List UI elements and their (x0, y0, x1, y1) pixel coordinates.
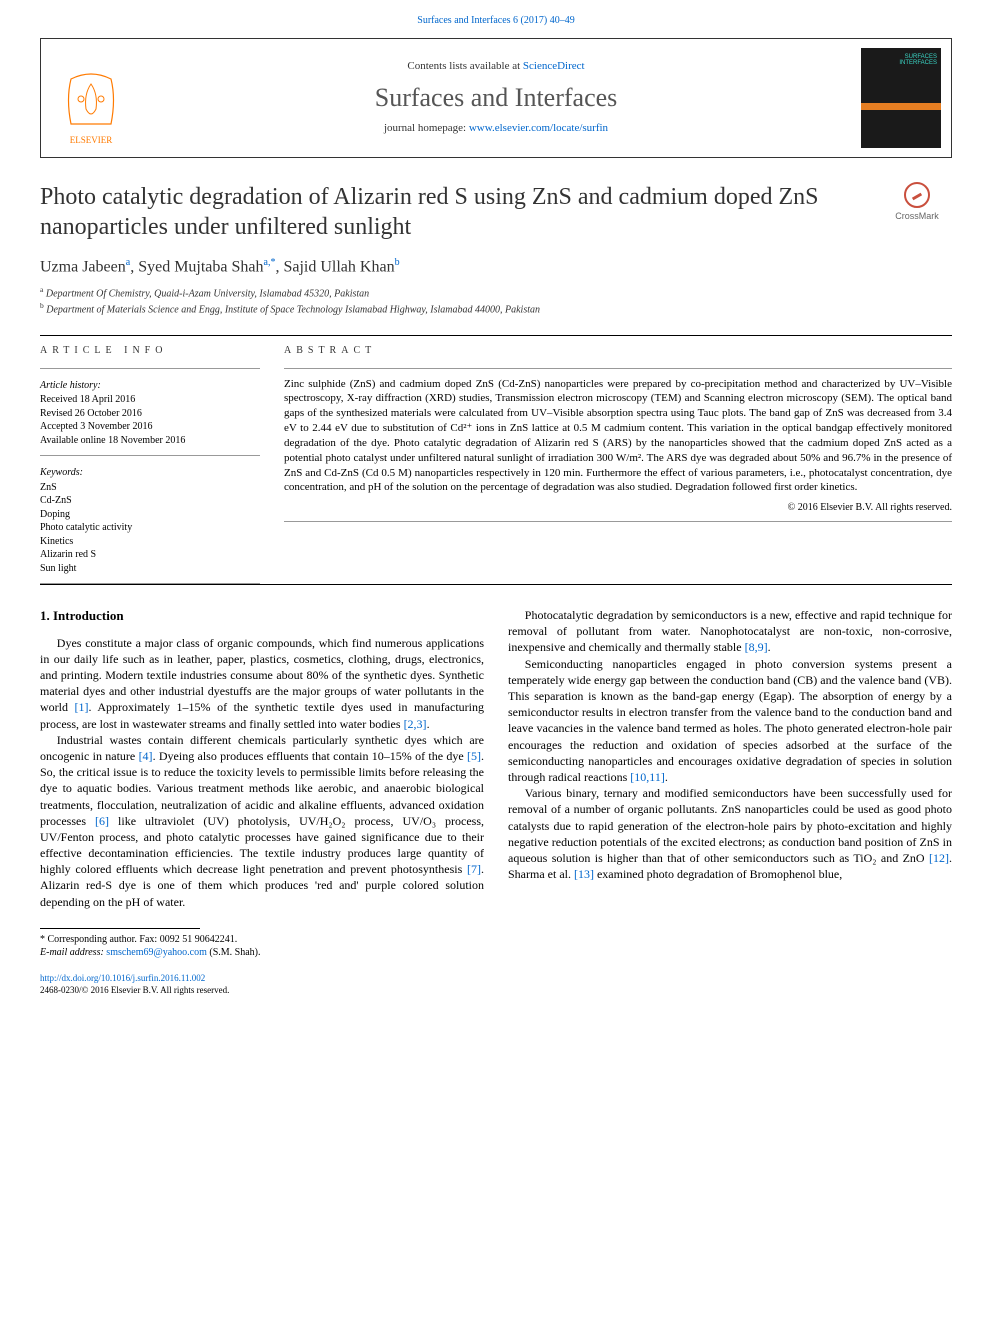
citation-link[interactable]: [12] (929, 851, 949, 865)
history-item: Revised 26 October 2016 (40, 407, 260, 421)
homepage-link[interactable]: www.elsevier.com/locate/surfin (469, 122, 608, 134)
masthead-center: Contents lists available at ScienceDirec… (141, 39, 851, 157)
crossmark-label: CrossMark (895, 211, 939, 221)
doi-link[interactable]: http://dx.doi.org/10.1016/j.surfin.2016.… (40, 973, 205, 983)
email-label: E-mail address: (40, 947, 106, 958)
divider (40, 455, 260, 456)
homepage-line: journal homepage: www.elsevier.com/locat… (141, 121, 851, 136)
article-body: 1. Introduction Dyes constitute a major … (40, 607, 952, 910)
keyword: Photo catalytic activity (40, 521, 260, 535)
homepage-prefix: journal homepage: (384, 122, 469, 134)
divider (284, 521, 952, 522)
elsevier-logo: ELSEVIER (56, 69, 126, 149)
authors: Uzma Jabeena, Syed Mujtaba Shaha,*, Saji… (40, 256, 952, 278)
affiliation-b: b Department of Materials Science and En… (40, 301, 952, 317)
keyword: ZnS (40, 481, 260, 495)
citation-link[interactable]: [6] (95, 814, 109, 828)
history-list: Received 18 April 2016 Revised 26 Octobe… (40, 393, 260, 447)
citation-link[interactable]: [1] (75, 700, 89, 714)
divider (284, 368, 952, 369)
abstract-heading: ABSTRACT (284, 344, 952, 358)
citation-link[interactable]: [10,11] (630, 770, 665, 784)
keyword: Alizarin red S (40, 548, 260, 562)
divider (40, 583, 260, 584)
copyright: © 2016 Elsevier B.V. All rights reserved… (284, 501, 952, 515)
citation-link[interactable]: [7] (467, 862, 481, 876)
sciencedirect-link[interactable]: ScienceDirect (523, 60, 585, 72)
contents-prefix: Contents lists available at (407, 60, 522, 72)
paragraph: Semiconducting nanoparticles engaged in … (508, 656, 952, 786)
crossmark-badge[interactable]: CrossMark (882, 182, 952, 222)
contents-line: Contents lists available at ScienceDirec… (141, 59, 851, 74)
citation-link[interactable]: [2,3] (404, 717, 427, 731)
citation-link[interactable]: [5] (467, 749, 481, 763)
keywords-heading: Keywords: (40, 466, 260, 480)
abstract-text: Zinc sulphide (ZnS) and cadmium doped Zn… (284, 377, 952, 496)
running-head: Surfaces and Interfaces 6 (2017) 40–49 (0, 0, 992, 38)
affiliations: a Department Of Chemistry, Quaid-i-Azam … (40, 285, 952, 317)
article-title: Photo catalytic degradation of Alizarin … (40, 182, 882, 242)
cover-thumb-wrap (851, 39, 951, 157)
history-heading: Article history: (40, 379, 260, 393)
history-item: Accepted 3 November 2016 (40, 420, 260, 434)
paragraph: Photocatalytic degradation by semiconduc… (508, 607, 952, 656)
affiliation-a: a Department Of Chemistry, Quaid-i-Azam … (40, 285, 952, 301)
corresponding-author: * Corresponding author. Fax: 0092 51 906… (40, 933, 952, 947)
citation-link[interactable]: [8,9] (745, 640, 768, 654)
citation-link[interactable]: [13] (574, 867, 594, 881)
article-info-heading: ARTICLE INFO (40, 344, 260, 358)
crossmark-icon (904, 182, 930, 208)
svg-text:ELSEVIER: ELSEVIER (70, 135, 113, 145)
journal-masthead: ELSEVIER Contents lists available at Sci… (40, 38, 952, 158)
paragraph: Industrial wastes contain different chem… (40, 732, 484, 910)
paragraph: Dyes constitute a major class of organic… (40, 635, 484, 732)
issn-line: 2468-0230/© 2016 Elsevier B.V. All right… (40, 985, 229, 995)
email-suffix: (S.M. Shah). (207, 947, 261, 958)
divider (40, 928, 200, 929)
section-heading: 1. Introduction (40, 607, 484, 625)
divider (40, 368, 260, 369)
keyword: Cd-ZnS (40, 494, 260, 508)
footer: * Corresponding author. Fax: 0092 51 906… (40, 928, 952, 996)
keywords-list: ZnS Cd-ZnS Doping Photo catalytic activi… (40, 481, 260, 576)
history-item: Received 18 April 2016 (40, 393, 260, 407)
publisher-logo-wrap: ELSEVIER (41, 39, 141, 157)
paragraph: Various binary, ternary and modified sem… (508, 785, 952, 882)
journal-cover-thumb (861, 48, 941, 148)
history-item: Available online 18 November 2016 (40, 434, 260, 448)
keyword: Sun light (40, 562, 260, 576)
running-head-link[interactable]: Surfaces and Interfaces 6 (2017) 40–49 (417, 15, 574, 26)
citation-link[interactable]: [4] (139, 749, 153, 763)
keyword: Kinetics (40, 535, 260, 549)
keyword: Doping (40, 508, 260, 522)
journal-name: Surfaces and Interfaces (141, 80, 851, 115)
email-line: E-mail address: smschem69@yahoo.com (S.M… (40, 946, 952, 960)
email-link[interactable]: smschem69@yahoo.com (106, 947, 207, 958)
article-info: ARTICLE INFO Article history: Received 1… (40, 336, 260, 584)
divider (40, 584, 952, 585)
abstract: ABSTRACT Zinc sulphide (ZnS) and cadmium… (284, 336, 952, 584)
